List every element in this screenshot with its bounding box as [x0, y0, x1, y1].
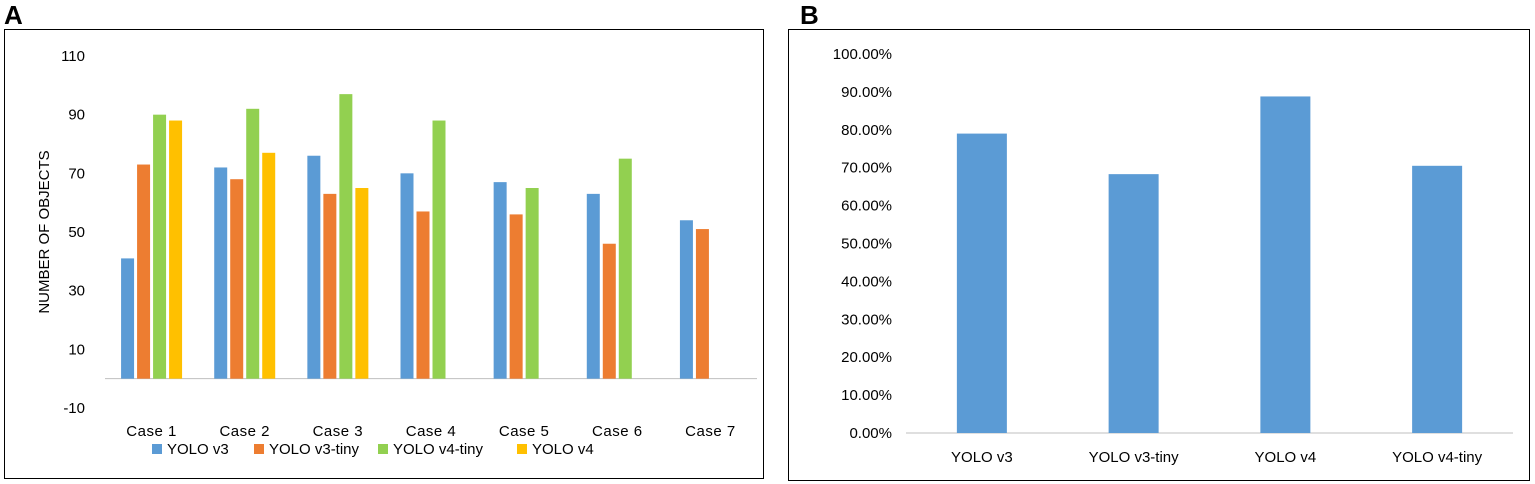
x-tick-label: Case 1 — [126, 423, 177, 440]
panel-a-label: A — [4, 0, 23, 30]
y-tick-label: 50.00% — [841, 236, 892, 253]
x-tick-label: YOLO v4 — [1255, 449, 1317, 466]
y-tick-label: 30 — [68, 283, 85, 300]
chart-a: -10 10 30 50 70 90 110 NUMBER OF OBJECTS Case 1 C… — [36, 48, 757, 458]
y-tick-label: -10 — [63, 400, 85, 417]
bar-yolo-v3-tiny-2 — [230, 179, 244, 379]
bar-yolo-v4-tiny-5 — [525, 188, 539, 379]
legend-swatch-2 — [254, 444, 264, 454]
y-tick-label: 60.00% — [841, 198, 892, 215]
y-tick-label: 100.00% — [833, 46, 892, 63]
legend-label: YOLO v4 — [532, 441, 594, 458]
x-tick-label: YOLO v3-tiny — [1089, 449, 1180, 466]
bar-yolo-v4-3 — [355, 188, 369, 379]
y-tick-label: 0.00% — [849, 425, 892, 442]
y-tick-label: 20.00% — [841, 349, 892, 366]
bar-yolo-v3-4 — [400, 173, 414, 379]
chart-a-frame: -10 10 30 50 70 90 110 NUMBER OF OBJECTS Case 1 C… — [4, 29, 764, 479]
bar-yolo-v3-1 — [121, 258, 135, 379]
bar-yolo-v3-tiny-5 — [509, 214, 523, 379]
bar-yolo-v3-6 — [586, 193, 600, 379]
panel-b-label: B — [800, 0, 819, 30]
legend-swatch-3 — [378, 444, 388, 454]
legend-label: YOLO v3 — [167, 441, 229, 458]
x-tick-label: Case 6 — [592, 423, 643, 440]
y-tick-label: 70.00% — [841, 160, 892, 177]
bar-yolo-v4-tiny-2 — [246, 108, 260, 379]
bar-yolo-v3-tiny-6 — [602, 243, 616, 379]
y-tick-label: 90.00% — [841, 84, 892, 101]
y-tick-label: 10.00% — [841, 387, 892, 404]
x-tick-label: Case 5 — [499, 423, 550, 440]
legend-label: YOLO v4-tiny — [393, 441, 484, 458]
bar-yolo-v4-2 — [262, 152, 276, 379]
y-tick-label: 70 — [68, 165, 85, 182]
bar-yolo-v3-7 — [679, 220, 693, 379]
bar-2 — [1108, 174, 1159, 433]
x-tick-label: Case 2 — [219, 423, 270, 440]
y-tick-label: 50 — [68, 224, 85, 241]
bar-yolo-v3-tiny-7 — [695, 229, 709, 379]
legend-label: YOLO v3-tiny — [269, 441, 360, 458]
x-tick-label: Case 7 — [685, 423, 736, 440]
bar-yolo-v3-tiny-3 — [323, 193, 337, 379]
bar-3 — [1260, 96, 1311, 433]
x-tick-label: YOLO v4-tiny — [1392, 449, 1483, 466]
y-tick-label: 30.00% — [841, 311, 892, 328]
y-tick-label: 40.00% — [841, 273, 892, 290]
y-tick-label: 80.00% — [841, 122, 892, 139]
bar-yolo-v3-2 — [214, 167, 228, 379]
legend-swatch-4 — [517, 444, 527, 454]
bar-4 — [1412, 165, 1463, 433]
bar-yolo-v4-1 — [169, 120, 183, 379]
y-tick-label: 10 — [68, 341, 85, 358]
y-axis-title: NUMBER OF OBJECTS — [36, 150, 53, 313]
bar-1 — [956, 133, 1007, 433]
legend-swatch-1 — [152, 444, 162, 454]
bar-yolo-v3-tiny-1 — [137, 164, 151, 379]
bar-yolo-v4-tiny-3 — [339, 94, 353, 379]
chart-b-frame: 0.00% 10.00% 20.00% 30.00% 40.00% 50.00% 60.00… — [788, 29, 1530, 481]
bar-yolo-v4-tiny-6 — [618, 158, 632, 379]
y-tick-label: 90 — [68, 107, 85, 124]
x-tick-label: Case 3 — [313, 423, 364, 440]
x-tick-label: YOLO v3 — [951, 449, 1013, 466]
bar-yolo-v4-tiny-1 — [153, 114, 167, 379]
bar-yolo-v3-5 — [493, 182, 507, 379]
bar-yolo-v3-tiny-4 — [416, 211, 430, 379]
chart-b: 0.00% 10.00% 20.00% 30.00% 40.00% 50.00% 60.00… — [833, 46, 1513, 466]
bar-yolo-v3-3 — [307, 155, 321, 379]
x-tick-label: Case 4 — [406, 423, 457, 440]
y-tick-label: 110 — [61, 48, 85, 65]
bar-yolo-v4-tiny-4 — [432, 120, 446, 379]
